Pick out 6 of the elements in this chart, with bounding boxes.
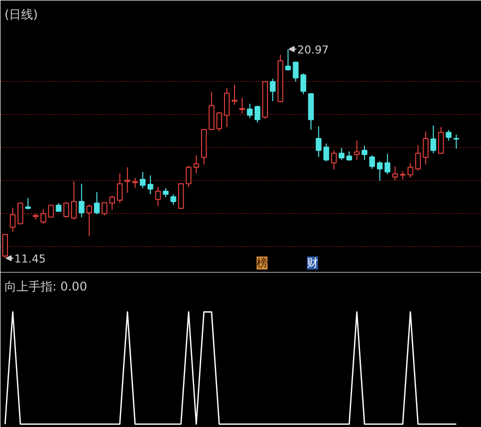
text: 20.97 (297, 44, 329, 57)
chart-title: 向上手指: 0.00 (4, 280, 88, 294)
text: 11.45 (14, 252, 46, 266)
annotation: 榜 (256, 256, 268, 270)
chart-title: (日线) (4, 8, 38, 22)
annotation: 财 (307, 256, 318, 270)
